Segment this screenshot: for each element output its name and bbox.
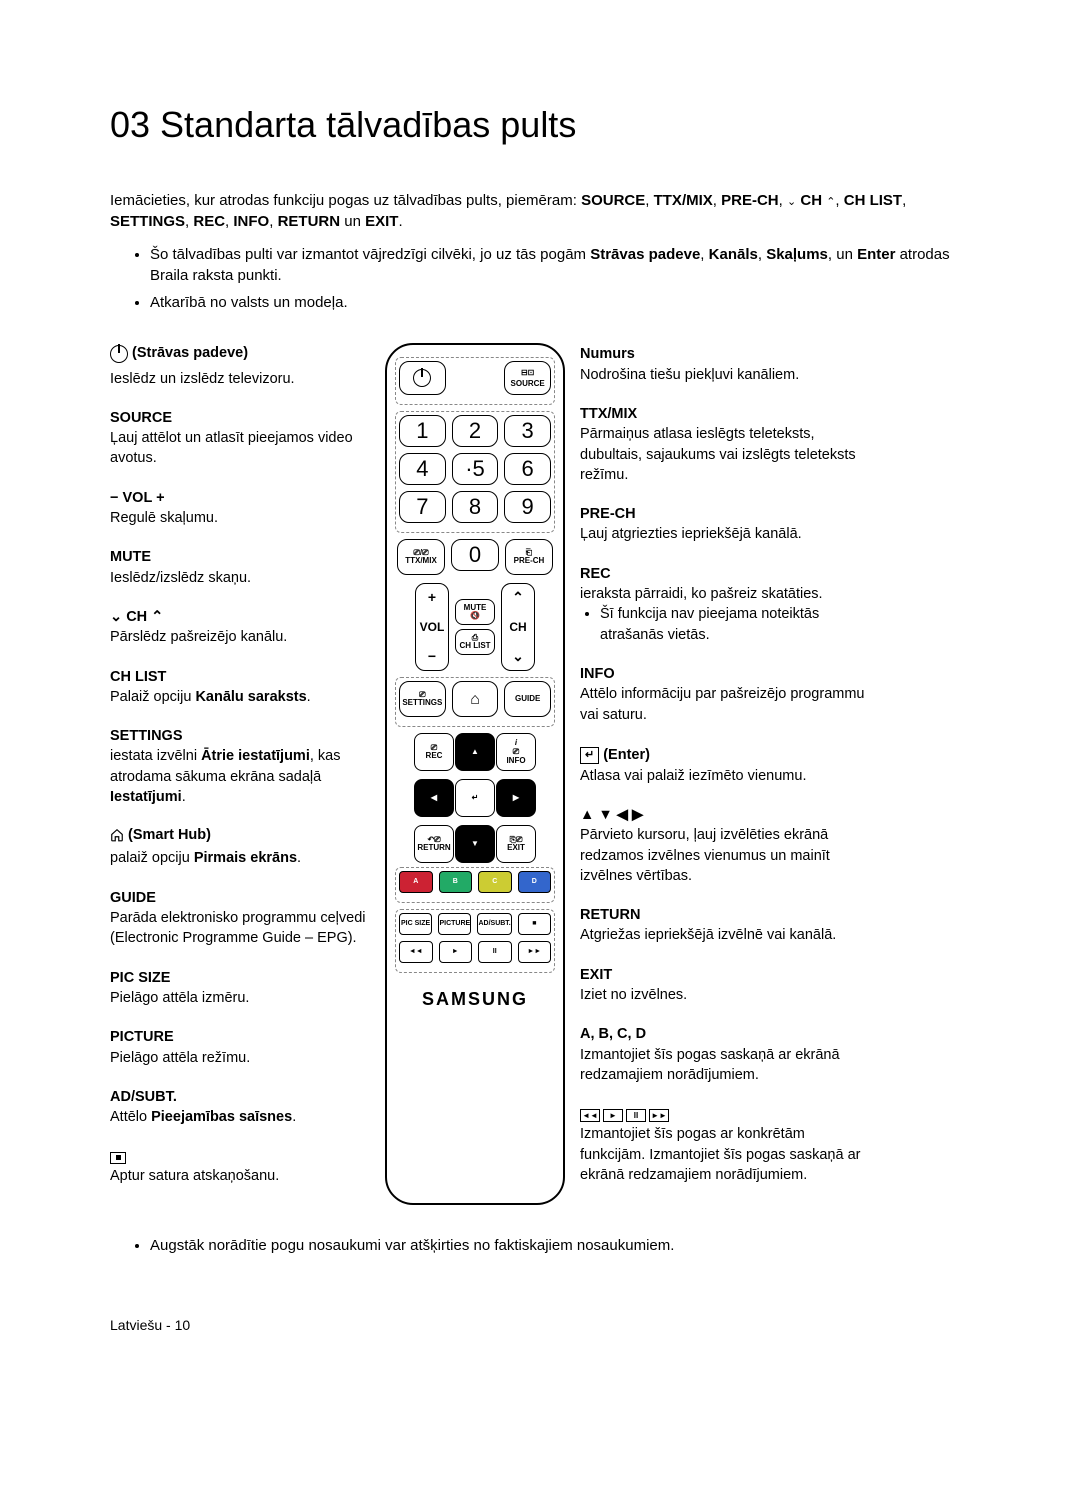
description-item: PRE-CHĻauj atgriezties iepriekšējā kanāl… bbox=[580, 503, 870, 545]
description-item: GUIDEParāda elektronisko programmu ceļve… bbox=[110, 887, 370, 949]
description-item: TTX/MIXPārmaiņus atlasa ieslēgts teletek… bbox=[580, 403, 870, 485]
bottom-row-1: PIC SIZE PICTURE AD/SUBT. ■ bbox=[399, 913, 551, 935]
stop-icon bbox=[110, 1152, 126, 1164]
description-item: RETURNAtgriežas iepriekšējā izvēlnē vai … bbox=[580, 904, 870, 946]
brand-label: SAMSUNG bbox=[395, 987, 555, 1012]
playback-icons: ◄◄►II►► bbox=[580, 1109, 669, 1122]
intro-text: Iemācieties, kur atrodas funkciju pogas … bbox=[110, 190, 970, 232]
remote-diagram: ⊟⊡SOURCE 123 4·56 789 ⎚/⎚TTX/MIX 0 ⎗PRE-CH… bbox=[385, 343, 565, 1204]
arrows-icon: ▲ ▼ ◀ ▶ bbox=[580, 805, 643, 825]
dpad: ⎚REC ▲ i ⎚INFO ◀ ↵ ▶ ↶⎚RETURN ▼ ⎘⎚EXIT bbox=[410, 733, 540, 863]
left-column: (Strāvas padeve)Ieslēdz un izslēdz telev… bbox=[110, 343, 370, 1204]
description-item: NumursNodrošina tiešu piekļuvi kanāliem. bbox=[580, 343, 870, 385]
number-pad: 123 4·56 789 bbox=[395, 411, 555, 533]
mute-button: MUTE🔇 bbox=[455, 599, 495, 625]
dpad-up: ▲ bbox=[455, 733, 495, 771]
num-·5: ·5 bbox=[452, 453, 499, 485]
color-buttons: A B C D bbox=[399, 871, 551, 893]
num-9: 9 bbox=[504, 491, 551, 523]
num-1: 1 bbox=[399, 415, 446, 447]
num-6: 6 bbox=[504, 453, 551, 485]
description-item: ◄◄►II►►Izmantojiet šīs pogas ar konkrētā… bbox=[580, 1103, 870, 1185]
description-item: CH LISTPalaiž opciju Kanālu saraksts. bbox=[110, 666, 370, 708]
description-item: PICTUREPielāgo attēla režīmu. bbox=[110, 1026, 370, 1068]
page-title: 03 Standarta tālvadības pults bbox=[110, 100, 970, 150]
power-button bbox=[399, 361, 446, 395]
return-button: ↶⎚RETURN bbox=[414, 825, 454, 863]
num-0: 0 bbox=[451, 539, 499, 571]
prech-button: ⎗PRE-CH bbox=[505, 539, 553, 575]
ch-updown-icon: ⌄ CH ⌃ bbox=[110, 607, 163, 627]
power-icon bbox=[110, 345, 128, 363]
description-item: SETTINGSiestata izvēlni Ātrie iestatījum… bbox=[110, 725, 370, 807]
description-item: AD/SUBT.Attēlo Pieejamības saīsnes. bbox=[110, 1086, 370, 1128]
description-item: (Strāvas padeve)Ieslēdz un izslēdz telev… bbox=[110, 343, 370, 388]
chlist-button: ⎙CH LIST bbox=[455, 629, 495, 655]
settings-button: ⎚SETTINGS bbox=[399, 681, 446, 717]
home-icon bbox=[110, 828, 124, 842]
description-item: ▲ ▼ ◀ ▶Pārvieto kursoru, ļauj izvēlēties… bbox=[580, 804, 870, 886]
description-item: (Smart Hub)palaiž opciju Pirmais ekrāns. bbox=[110, 825, 370, 868]
vol-rocker: +VOL− bbox=[415, 583, 449, 671]
description-item: INFOAttēlo informāciju par pašreizējo pr… bbox=[580, 663, 870, 725]
description-item: Aptur satura atskaņošanu. bbox=[110, 1145, 370, 1186]
description-item: ↵(Enter)Atlasa vai palaiž iezīmēto vienu… bbox=[580, 743, 870, 786]
rec-button: ⎚REC bbox=[414, 733, 454, 771]
description-item: RECieraksta pārraidi, ko pašreiz skatāti… bbox=[580, 563, 870, 645]
guide-button: GUIDE bbox=[504, 681, 551, 717]
ch-rocker: ⌃CH⌄ bbox=[501, 583, 535, 671]
playback-row: ◄◄ ► II ►► bbox=[399, 941, 551, 963]
dpad-right: ▶ bbox=[496, 779, 536, 817]
num-3: 3 bbox=[504, 415, 551, 447]
bottom-note: Augstāk norādītie pogu nosaukumi var atš… bbox=[150, 1235, 970, 1256]
num-8: 8 bbox=[452, 491, 499, 523]
dpad-left: ◀ bbox=[414, 779, 454, 817]
home-button: ⌂ bbox=[452, 681, 499, 717]
info-button: i ⎚INFO bbox=[496, 733, 536, 771]
intro-bullets: Šo tālvadības pulti var izmantot vājredz… bbox=[150, 244, 970, 313]
right-column: NumursNodrošina tiešu piekļuvi kanāliem.… bbox=[580, 343, 870, 1204]
description-item: SOURCEĻauj attēlot un atlasīt pieejamos … bbox=[110, 407, 370, 469]
num-4: 4 bbox=[399, 453, 446, 485]
num-7: 7 bbox=[399, 491, 446, 523]
dpad-enter: ↵ bbox=[455, 779, 495, 817]
description-item: A, B, C, DIzmantojiet šīs pogas saskaņā … bbox=[580, 1023, 870, 1085]
page-footer: Latviešu - 10 bbox=[110, 1316, 970, 1336]
enter-icon: ↵ bbox=[580, 747, 599, 764]
num-2: 2 bbox=[452, 415, 499, 447]
exit-button: ⎘⎚EXIT bbox=[496, 825, 536, 863]
description-item: ⌄ CH ⌃Pārslēdz pašreizējo kanālu. bbox=[110, 606, 370, 648]
description-item: PIC SIZEPielāgo attēla izmēru. bbox=[110, 967, 370, 1009]
description-item: EXITIziet no izvēlnes. bbox=[580, 964, 870, 1006]
dpad-down: ▼ bbox=[455, 825, 495, 863]
source-button: ⊟⊡SOURCE bbox=[504, 361, 551, 395]
description-item: − VOL +Regulē skaļumu. bbox=[110, 487, 370, 529]
description-item: MUTEIeslēdz/izslēdz skaņu. bbox=[110, 546, 370, 588]
ttx-button: ⎚/⎚TTX/MIX bbox=[397, 539, 445, 575]
